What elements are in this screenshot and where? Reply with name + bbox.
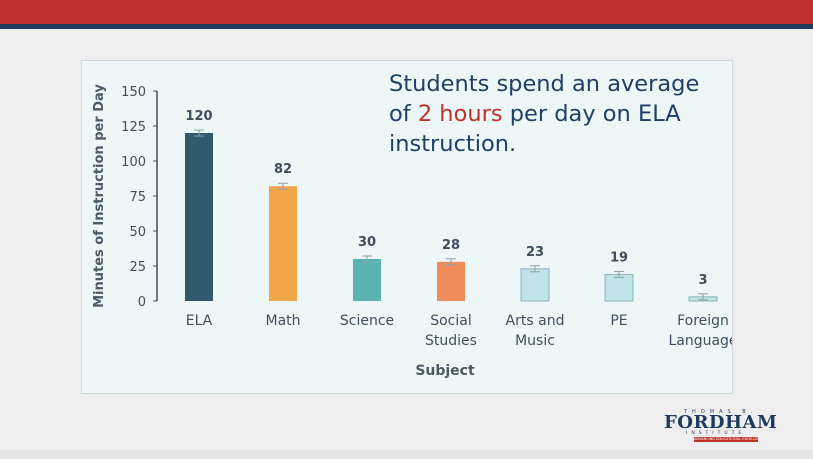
fordham-logo: THOMAS B. FORDHAM INSTITUTE ADVANCING ED… (664, 409, 777, 443)
logo-tagline: ADVANCING EDUCATIONAL EXCELLENCE (694, 437, 758, 442)
y-tick-label: 100 (121, 155, 146, 170)
headline-highlight: 2 hours (417, 101, 503, 127)
x-axis-title: Subject (415, 363, 475, 379)
x-tick-label: ELA (186, 313, 213, 329)
logo-name: FORDHAM (664, 412, 778, 433)
bar-chart: 0 25 50 75 100 125 150 Minutes of Instruction p… (92, 84, 732, 379)
bar (353, 259, 381, 301)
logo-top-text: THOMAS B. (684, 409, 758, 415)
y-tick-label: 125 (121, 120, 146, 135)
headline-text-end: per day on ELA instruction. (389, 101, 681, 157)
bar (437, 261, 465, 301)
x-tick-label: Studies (425, 333, 477, 349)
data-label: 3 (698, 273, 707, 288)
y-axis-title: Minutes of Instruction per Day (92, 84, 107, 308)
slide-bottom-edge (0, 450, 813, 459)
data-label: 30 (358, 235, 376, 250)
y-tick-label: 50 (129, 225, 146, 240)
x-tick-label: Arts and (506, 313, 565, 329)
bar (520, 268, 550, 302)
chart-card: 0 25 50 75 100 125 150 Minutes of Instruction p… (81, 60, 733, 394)
header-red-band (0, 0, 813, 24)
x-tick-label: Music (515, 333, 555, 349)
bar (269, 186, 297, 301)
logo-sub-text: INSTITUTE (686, 431, 746, 436)
y-tick-label: 25 (129, 260, 146, 275)
x-tick-label: Social (430, 313, 472, 329)
y-tick-label: 150 (121, 85, 146, 100)
x-tick-label: Language (668, 333, 732, 349)
y-tick-label: 75 (129, 190, 146, 205)
x-tick-label: Math (265, 313, 300, 329)
data-label: 28 (442, 238, 460, 253)
x-tick-label: Foreign (677, 313, 729, 329)
headline: Students spend an average of 2 hours per… (389, 69, 719, 159)
data-label: 120 (185, 109, 212, 124)
headline-text: Students spend an average of (389, 71, 700, 127)
x-tick-label: PE (610, 313, 627, 329)
x-tick-label: Science (340, 313, 394, 329)
bar (185, 133, 213, 301)
data-label: 19 (610, 250, 628, 265)
data-label: 82 (274, 162, 292, 177)
header-navy-line (0, 24, 813, 29)
bar (604, 273, 634, 302)
y-tick-label: 0 (138, 295, 146, 310)
data-label: 23 (526, 245, 544, 260)
